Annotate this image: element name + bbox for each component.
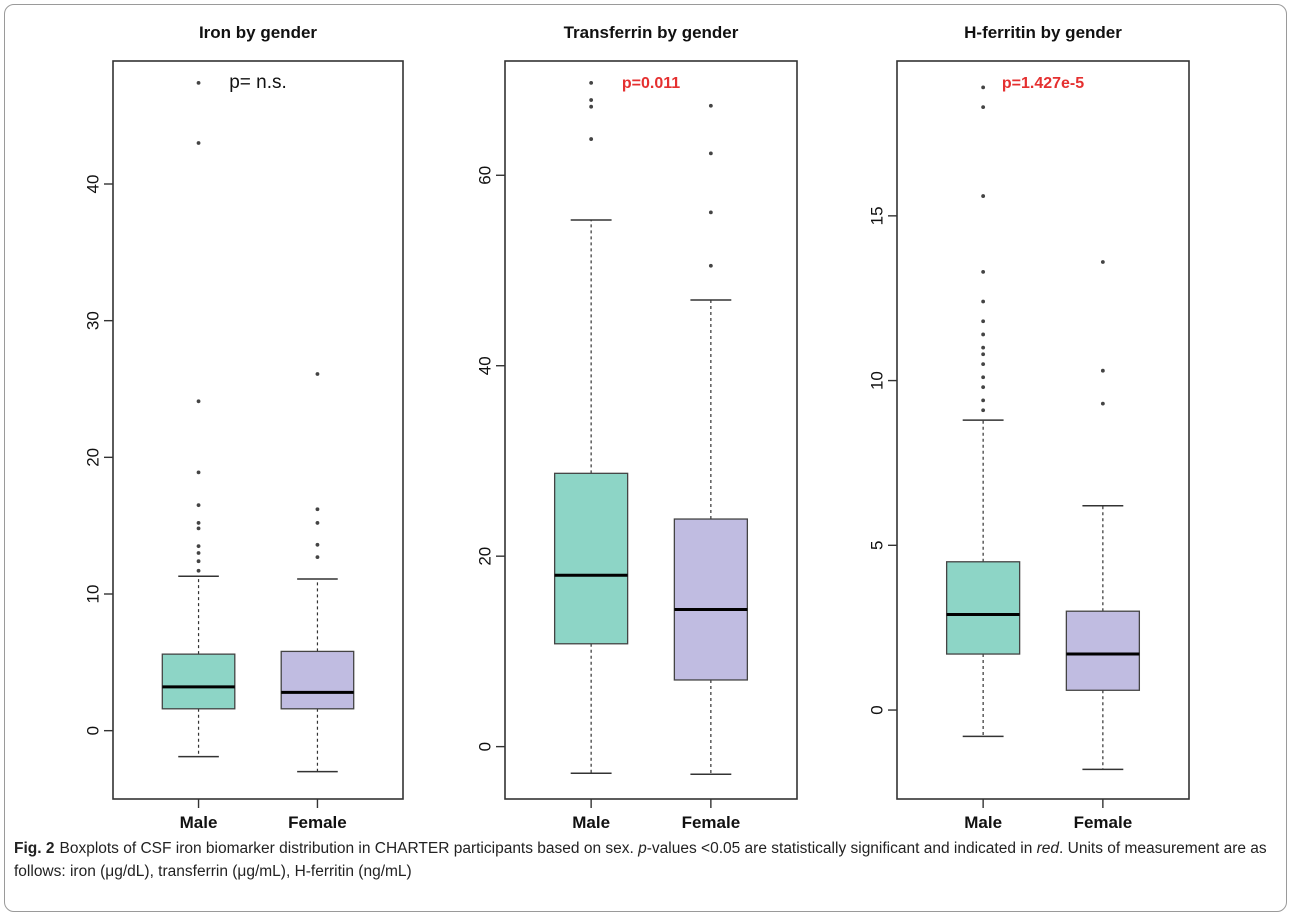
outlier-point — [589, 137, 594, 141]
outlier-point — [981, 362, 986, 367]
outlier-point — [315, 542, 320, 547]
outlier-point — [981, 408, 986, 413]
box-iqr — [161, 653, 236, 710]
outlier-point — [196, 80, 201, 85]
boxplot-panel: H-ferritin by gender 0 5 10 15 p=1.427e-5 Male… — [868, 23, 1190, 835]
plot-frame — [112, 60, 404, 800]
panel-title: Iron by gender — [199, 23, 317, 42]
caption-text-2: -values <0.05 are statistically signific… — [646, 840, 1037, 857]
outlier-point — [981, 352, 986, 357]
outlier-point — [708, 103, 713, 108]
outlier-point — [1100, 260, 1105, 264]
panel-title: Transferrin by gender — [564, 23, 739, 42]
outlier-point — [589, 81, 594, 85]
caption-text-3: . Units of measurement are as follows: i… — [14, 840, 1267, 880]
male-box — [161, 80, 236, 758]
outlier-point — [981, 105, 986, 110]
box-iqr — [673, 518, 749, 681]
figure-frame — [4, 4, 1287, 912]
outlier-point — [981, 269, 986, 274]
y-tick-label: 60 — [476, 166, 495, 185]
y-tick-label: 20 — [84, 448, 103, 467]
x-tick-label: Male(N=325) — [952, 813, 1014, 835]
outlier-point — [981, 319, 986, 324]
plot-frame — [896, 60, 1190, 800]
outlier-point — [196, 544, 201, 549]
y-tick-label: 0 — [84, 726, 103, 735]
y-tick-label: 0 — [476, 742, 495, 751]
box-iqr — [945, 561, 1021, 655]
female-box — [280, 372, 355, 773]
x-tick-label: Male(N=325) — [560, 813, 622, 835]
outlier-point — [1100, 368, 1105, 373]
y-tick-label: 10 — [868, 371, 887, 390]
p-value-annotation: p=0.011 — [622, 75, 680, 92]
box-iqr — [1065, 610, 1141, 691]
outlier-point — [981, 299, 986, 304]
y-tick-label: 5 — [868, 541, 887, 550]
outlier-point — [708, 263, 713, 268]
y-tick-label: 20 — [476, 547, 495, 566]
outlier-point — [196, 141, 201, 145]
female-box — [1065, 260, 1141, 771]
outlier-point — [981, 375, 986, 380]
y-tick-label: 10 — [84, 585, 103, 604]
panel-title: H-ferritin by gender — [964, 23, 1122, 42]
outlier-point — [315, 372, 320, 376]
outlier-point — [196, 503, 201, 508]
outlier-point — [315, 555, 320, 559]
outlier-point — [315, 507, 320, 512]
outlier-point — [196, 559, 201, 564]
p-value-annotation: p= n.s. — [229, 72, 287, 93]
y-tick-label: 30 — [84, 311, 103, 330]
female-box — [673, 103, 749, 775]
outlier-point — [981, 332, 986, 337]
boxplot-panel: Transferrin by gender 0 20 40 60 p=0.011 Male(… — [476, 23, 798, 835]
caption-p-italic: p — [638, 840, 647, 857]
outlier-point — [589, 98, 594, 102]
outlier-point — [708, 210, 713, 215]
male-box — [553, 81, 629, 775]
outlier-point — [708, 151, 713, 156]
plot-frame — [504, 60, 798, 800]
figure-caption: Fig. 2 Boxplots of CSF iron biomarker dis… — [14, 837, 1276, 883]
outlier-point — [196, 399, 201, 404]
outlier-point — [196, 470, 201, 475]
outlier-point — [981, 345, 986, 350]
y-tick-label: 40 — [476, 356, 495, 375]
outlier-point — [315, 521, 320, 525]
box-iqr — [553, 472, 629, 645]
p-value-annotation: p=1.427e-5 — [1002, 75, 1084, 92]
x-tick-label: Female(N=78) — [1074, 813, 1133, 835]
y-tick-label: 40 — [84, 175, 103, 194]
x-tick-label: Female(N=78) — [288, 813, 347, 835]
x-tick-label: Male(N=325) — [168, 813, 230, 835]
boxplot-panel: Iron by gender 0 10 20 30 40 p= n.s. Male(N=325… — [84, 23, 404, 835]
outlier-point — [981, 385, 986, 390]
boxplot-figure: Iron by gender 0 10 20 30 40 p= n.s. Male(N=325… — [84, 23, 1190, 835]
male-box — [945, 85, 1021, 738]
outlier-point — [196, 551, 201, 555]
box-iqr — [280, 650, 355, 710]
outlier-point — [196, 526, 201, 531]
caption-text-1: Boxplots of CSF iron biomarker distribut… — [59, 840, 639, 857]
outlier-point — [981, 194, 986, 198]
outlier-point — [196, 568, 201, 573]
outlier-point — [981, 398, 986, 403]
x-tick-label: Female(N=78) — [682, 813, 741, 835]
caption-red-italic: red — [1036, 840, 1060, 857]
figure-label: Fig. 2 — [14, 840, 55, 857]
outlier-point — [196, 521, 201, 525]
outlier-point — [1100, 401, 1105, 406]
y-tick-label: 15 — [868, 206, 887, 225]
outlier-point — [589, 104, 594, 109]
y-tick-label: 0 — [868, 705, 887, 714]
outlier-point — [981, 85, 986, 90]
